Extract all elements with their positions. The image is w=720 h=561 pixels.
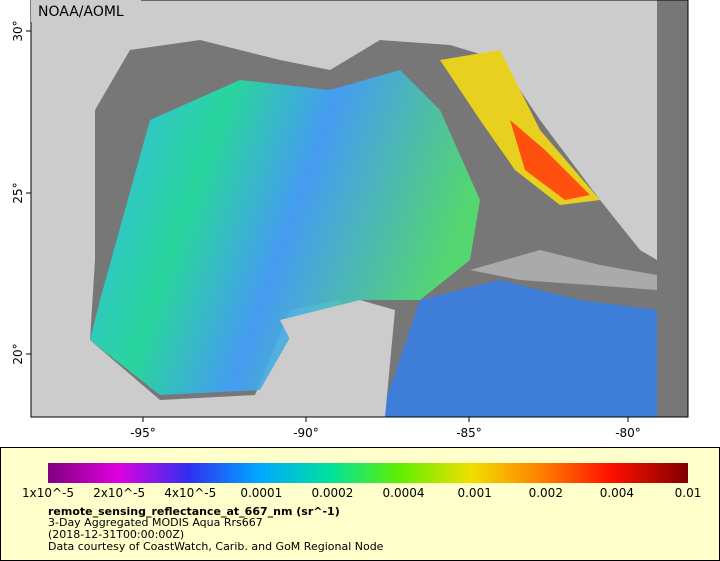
colorbar-tick-label: 2x10^-5 xyxy=(93,486,145,500)
legend-line: (2018-12-31T00:00:00Z) xyxy=(48,528,184,541)
x-tick-label: -95° xyxy=(130,426,156,440)
legend-line: 3-Day Aggregated MODIS Aqua Rrs667 xyxy=(48,516,263,529)
map-border xyxy=(30,0,689,418)
shelf-very-high xyxy=(510,120,590,200)
colorbar-tick-label: 4x10^-5 xyxy=(164,486,216,500)
x-tick-label: -90° xyxy=(293,426,319,440)
cuba xyxy=(470,250,657,290)
colorbar-tick-label: 0.01 xyxy=(675,486,702,500)
colorbar-tick-label: 0.004 xyxy=(600,486,634,500)
colorbar xyxy=(48,463,688,483)
colorbar-tick-label: 0.0001 xyxy=(240,486,282,500)
no-data-strip xyxy=(657,0,688,417)
colorbar-tick-label: 0.0004 xyxy=(383,486,425,500)
reflectance-field xyxy=(90,70,480,395)
credit-box xyxy=(31,0,141,22)
yucatan xyxy=(280,300,395,417)
legend-line: Data courtesy of CoastWatch, Carib. and … xyxy=(48,540,384,553)
y-tick-label: 25° xyxy=(11,182,25,203)
credit: NOAA/AOML xyxy=(38,4,124,20)
caribbean-field xyxy=(380,280,657,417)
colorbar-title: remote_sensing_reflectance_at_667_nm (sr… xyxy=(48,505,340,518)
colorbar-tick-label: 0.0002 xyxy=(311,486,353,500)
colorbar-tick-label: 0.001 xyxy=(457,486,491,500)
colorbar-tick-label: 0.002 xyxy=(529,486,563,500)
x-tick-label: -85° xyxy=(456,426,482,440)
x-tick-label: -80° xyxy=(615,426,641,440)
y-tick-label: 30° xyxy=(11,20,25,41)
colorbar-tick-label: 1x10^-5 xyxy=(22,486,74,500)
y-tick-label: 20° xyxy=(11,343,25,364)
